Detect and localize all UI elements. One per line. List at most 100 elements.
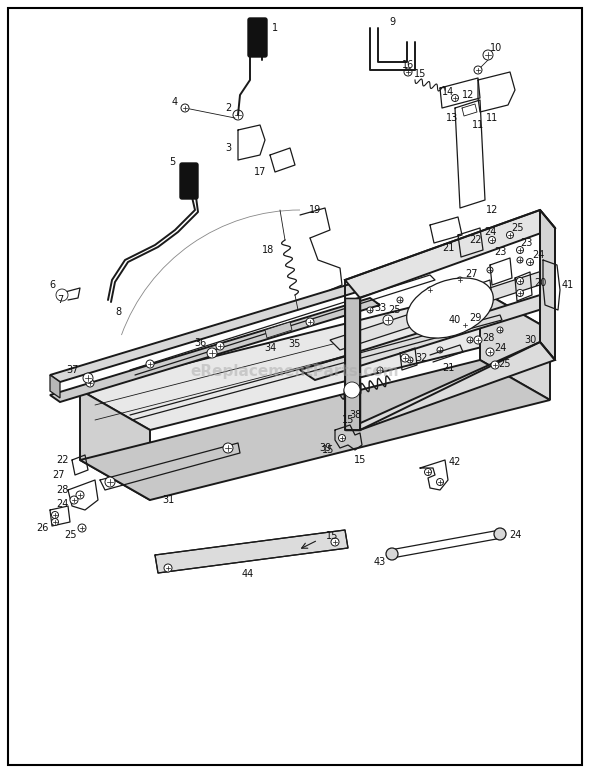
Text: 20: 20 (534, 278, 546, 288)
Circle shape (487, 267, 493, 273)
Polygon shape (265, 322, 292, 338)
Text: 37: 37 (66, 365, 78, 375)
Circle shape (474, 336, 482, 344)
Circle shape (506, 231, 513, 239)
Text: 43: 43 (374, 557, 386, 567)
Text: 6: 6 (49, 280, 55, 290)
Circle shape (461, 321, 469, 329)
Polygon shape (345, 298, 360, 430)
Circle shape (397, 297, 403, 303)
Polygon shape (345, 342, 555, 430)
Circle shape (78, 524, 86, 532)
Polygon shape (330, 270, 555, 350)
Text: 10: 10 (490, 43, 502, 53)
Text: 27: 27 (52, 470, 64, 480)
Circle shape (437, 478, 444, 485)
Text: 25: 25 (389, 305, 401, 315)
Text: 42: 42 (449, 457, 461, 467)
Circle shape (401, 354, 409, 362)
Circle shape (486, 348, 494, 356)
Circle shape (86, 379, 94, 387)
Circle shape (51, 512, 58, 519)
Text: 9: 9 (389, 17, 395, 27)
Text: 30: 30 (524, 335, 536, 345)
Circle shape (344, 382, 360, 398)
Text: 15: 15 (342, 415, 354, 425)
Polygon shape (345, 210, 555, 298)
Circle shape (56, 289, 68, 301)
Circle shape (424, 468, 431, 475)
Text: 33: 33 (374, 303, 386, 313)
Text: 24: 24 (532, 250, 544, 260)
Text: 11: 11 (486, 113, 498, 123)
Circle shape (517, 257, 523, 263)
Polygon shape (80, 390, 150, 500)
Text: 16: 16 (402, 60, 414, 70)
Polygon shape (345, 298, 360, 430)
Text: 40: 40 (449, 315, 461, 325)
Text: 25: 25 (499, 359, 512, 369)
Circle shape (105, 477, 115, 487)
Circle shape (146, 360, 154, 368)
Polygon shape (50, 375, 60, 398)
Polygon shape (480, 290, 550, 400)
Text: 24: 24 (484, 227, 496, 237)
Circle shape (331, 538, 339, 546)
Text: 12: 12 (486, 205, 498, 215)
Text: 15: 15 (414, 69, 426, 79)
Text: 24: 24 (494, 343, 506, 353)
Text: 15: 15 (326, 531, 338, 541)
Text: 11: 11 (472, 120, 484, 130)
Polygon shape (155, 530, 348, 573)
Circle shape (407, 357, 413, 363)
Polygon shape (80, 360, 550, 500)
Polygon shape (80, 290, 550, 430)
Circle shape (233, 110, 243, 120)
Text: 26: 26 (36, 523, 48, 533)
Text: 21: 21 (442, 243, 454, 253)
Circle shape (83, 373, 93, 383)
Circle shape (451, 94, 458, 101)
Text: 4: 4 (172, 97, 178, 107)
Circle shape (51, 519, 58, 526)
Text: 15: 15 (354, 455, 366, 465)
Text: 3: 3 (225, 143, 231, 153)
Polygon shape (540, 210, 555, 360)
Text: 19: 19 (309, 205, 321, 215)
Circle shape (457, 277, 463, 283)
Text: 28: 28 (482, 333, 494, 343)
Text: eReplacementParts.com: eReplacementParts.com (191, 363, 399, 379)
Ellipse shape (407, 278, 493, 338)
Circle shape (526, 258, 533, 265)
Circle shape (427, 287, 433, 293)
Circle shape (386, 548, 398, 560)
Text: 21: 21 (442, 363, 454, 373)
Polygon shape (50, 298, 380, 402)
Text: 18: 18 (262, 245, 274, 255)
Text: 32: 32 (416, 353, 428, 363)
Text: 44: 44 (242, 569, 254, 579)
Circle shape (339, 434, 346, 441)
FancyBboxPatch shape (248, 18, 267, 57)
Circle shape (494, 528, 506, 540)
Text: 35: 35 (289, 339, 301, 349)
Circle shape (223, 443, 233, 453)
Text: 2: 2 (225, 103, 231, 113)
Circle shape (516, 247, 523, 254)
Text: 39: 39 (319, 443, 331, 453)
Text: 25: 25 (64, 530, 76, 540)
Circle shape (181, 104, 189, 112)
Circle shape (306, 318, 314, 326)
Circle shape (497, 327, 503, 333)
Circle shape (491, 361, 499, 369)
Circle shape (216, 342, 224, 350)
Circle shape (76, 491, 84, 499)
Text: 8: 8 (115, 307, 121, 317)
FancyBboxPatch shape (180, 163, 198, 199)
Polygon shape (300, 295, 555, 380)
Circle shape (516, 290, 523, 297)
Circle shape (437, 347, 443, 353)
Circle shape (383, 315, 393, 325)
Circle shape (467, 337, 473, 343)
Text: 17: 17 (254, 167, 266, 177)
